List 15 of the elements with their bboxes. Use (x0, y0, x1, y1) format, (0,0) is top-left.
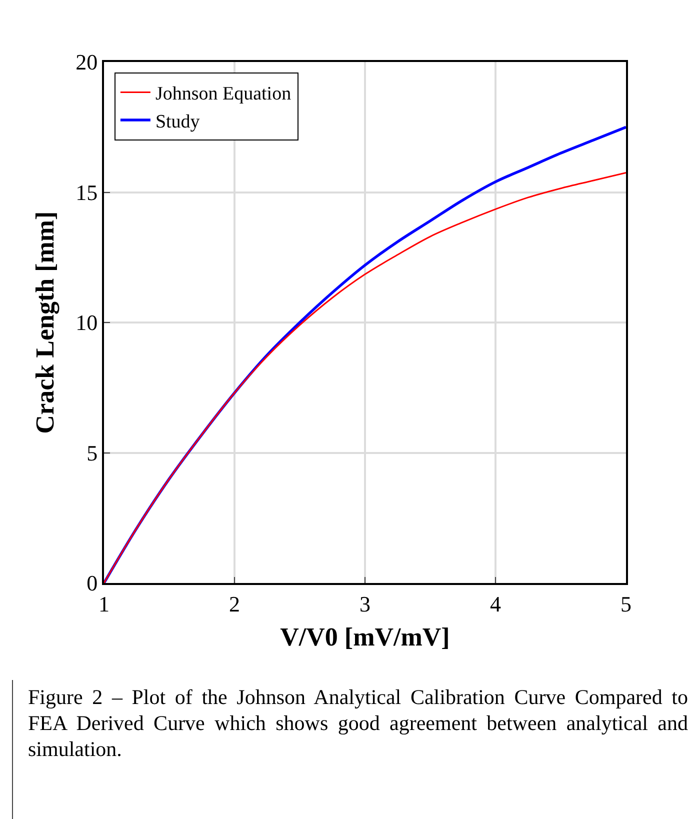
legend-label: Study (155, 111, 200, 132)
x-tick-label: 2 (229, 591, 240, 616)
x-tick-label: 4 (490, 591, 501, 616)
y-tick-label: 15 (76, 180, 98, 205)
x-tick-label: 5 (620, 591, 632, 616)
x-tick-label: 3 (360, 591, 370, 616)
y-tick-label: 5 (86, 440, 98, 466)
y-tick-label: 20 (76, 50, 98, 75)
caption: Figure 2 – Plot of the Johnson Analytical Calibration Curve Compared to FEA Derived Curve which shows good agreement between analytical and simulation. (28, 684, 688, 762)
x-axis-title: V/V0 [mV/mV] (280, 622, 450, 652)
y-tick-label: 0 (86, 570, 98, 596)
legend-label: Johnson Equation (155, 84, 292, 105)
y-axis-title: Crack Length [mm] (30, 211, 60, 434)
x-tick-label: 1 (98, 591, 110, 616)
y-tick-label: 10 (76, 310, 98, 336)
